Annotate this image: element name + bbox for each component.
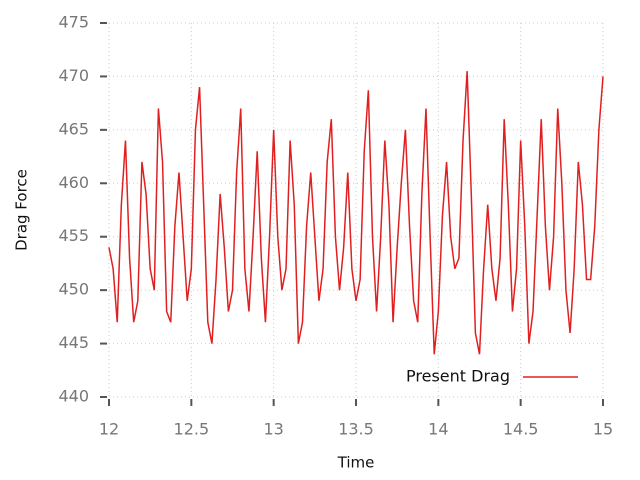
data-line <box>108 71 604 355</box>
y-tick-label: 440 <box>58 387 89 406</box>
x-axis-label: Time <box>337 454 375 472</box>
x-tick-label: 13 <box>263 420 283 439</box>
x-tick-label: 12.5 <box>174 420 210 439</box>
y-tick-label: 475 <box>58 13 89 32</box>
x-tick-label: 14.5 <box>503 420 539 439</box>
x-tick-label: 12 <box>99 420 119 439</box>
y-axis-label: Drag Force <box>13 169 31 251</box>
y-tick-label: 465 <box>58 119 89 138</box>
y-tick-label: 450 <box>58 280 89 299</box>
y-tick-label: 460 <box>58 173 89 192</box>
y-tick-label: 470 <box>58 66 89 85</box>
x-tick-label: 15 <box>593 420 613 439</box>
legend-label: Present Drag <box>406 367 510 386</box>
y-tick-label: 445 <box>58 333 89 352</box>
y-tick-label: 455 <box>58 226 89 245</box>
x-tick-label: 14 <box>428 420 448 439</box>
x-tick-label: 13.5 <box>338 420 374 439</box>
